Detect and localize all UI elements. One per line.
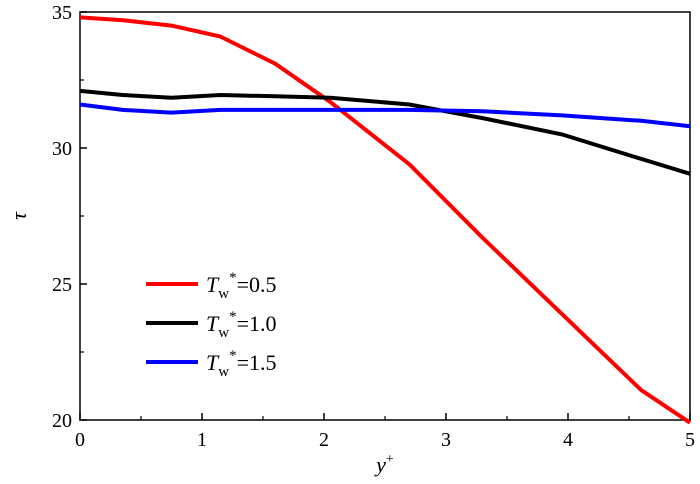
- series-line-1: [79, 15, 692, 425]
- x-tick-label: 2: [319, 429, 329, 451]
- x-axis-label: y+: [374, 452, 394, 477]
- y-tick-label: 25: [52, 274, 72, 296]
- x-tick-label: 4: [563, 429, 573, 451]
- y-tick-label: 20: [52, 410, 72, 432]
- series-line-2: [79, 88, 691, 176]
- legend-label: Tw*=1.5: [206, 348, 277, 380]
- axis-ticks: [79, 11, 691, 421]
- x-tick-label: 3: [441, 429, 451, 451]
- legend-label: Tw*=1.0: [206, 309, 277, 341]
- y-tick-label: 30: [52, 138, 72, 160]
- legend-label: Tw*=0.5: [206, 270, 277, 302]
- tick-labels: 0 1 2 3 4 5 20 25 30 35: [52, 2, 695, 451]
- y-axis-label: τ: [6, 211, 31, 220]
- legend-item-3: Tw*=1.5: [146, 348, 277, 380]
- x-tick-label: 5: [685, 429, 695, 451]
- series-lines: [79, 15, 692, 425]
- legend: Tw*=0.5 Tw*=1.0 Tw*=1.5: [146, 270, 277, 380]
- legend-item-1: Tw*=0.5: [146, 270, 277, 302]
- y-tick-label: 35: [52, 2, 72, 24]
- series-line-3: [79, 102, 691, 129]
- x-tick-label: 0: [75, 429, 85, 451]
- plot-frame: [79, 11, 691, 421]
- x-tick-label: 1: [197, 429, 207, 451]
- plot-border: [79, 11, 691, 421]
- legend-item-2: Tw*=1.0: [146, 309, 277, 341]
